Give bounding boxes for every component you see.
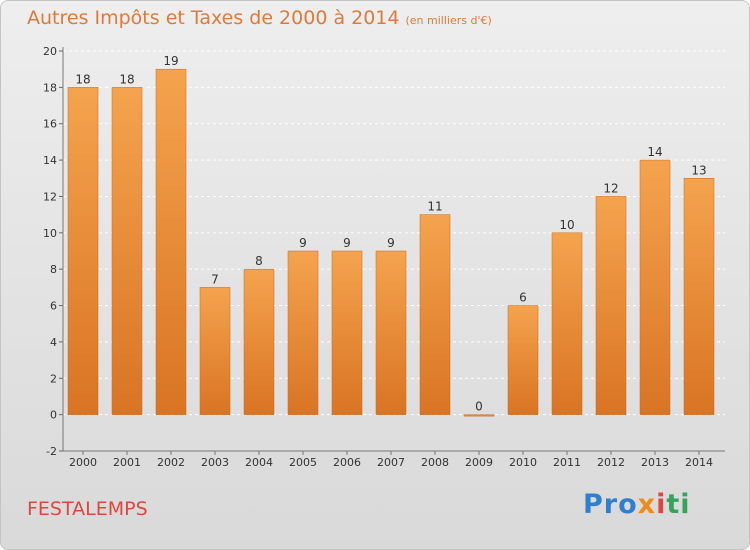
data-label: 10 — [559, 218, 574, 232]
x-tick-label: 2002 — [157, 456, 185, 469]
logo-part-2: x — [637, 489, 657, 520]
bar-2003 — [199, 287, 231, 415]
x-tick-label: 2010 — [509, 456, 537, 469]
y-tick-label: 14 — [43, 154, 57, 167]
x-tick-label: 2006 — [333, 456, 361, 469]
bar-2009 — [463, 414, 495, 417]
y-tick-label: 6 — [50, 300, 57, 313]
y-tick-label: 0 — [50, 409, 57, 422]
bar-2001 — [111, 87, 143, 415]
x-tick-label: 2012 — [597, 456, 625, 469]
data-label: 11 — [427, 200, 442, 214]
bar-2007 — [375, 250, 407, 415]
logo-part-1: Pro — [583, 489, 638, 520]
x-tick-label: 2008 — [421, 456, 449, 469]
bar-2006 — [331, 250, 363, 415]
bar-2004 — [243, 268, 275, 415]
x-tick-label: 2005 — [289, 456, 317, 469]
y-tick-label: 18 — [43, 81, 57, 94]
commune-name: FESTALEMPS — [27, 498, 148, 520]
y-tick-label: 10 — [43, 227, 57, 240]
data-label: 7 — [211, 272, 219, 286]
y-tick-label: 20 — [43, 45, 57, 58]
data-label: 18 — [119, 72, 134, 86]
x-tick-label: 2003 — [201, 456, 229, 469]
data-label: 13 — [691, 163, 706, 177]
x-tick-label: 2007 — [377, 456, 405, 469]
chart-title-main: Autres Impôts et Taxes de 2000 à 2014 — [27, 7, 400, 29]
data-label: 14 — [647, 145, 662, 159]
x-tick-label: 2001 — [113, 456, 141, 469]
y-tick-label: -2 — [46, 445, 57, 458]
data-label: 12 — [603, 181, 618, 195]
data-label: 19 — [163, 54, 178, 68]
data-label: 8 — [255, 254, 263, 268]
bar-2000 — [67, 87, 99, 415]
data-label: 18 — [75, 72, 90, 86]
x-tick-label: 2004 — [245, 456, 273, 469]
bar-2005 — [287, 250, 319, 415]
x-tick-label: 2014 — [685, 456, 713, 469]
bar-2008 — [419, 214, 451, 415]
data-label: 6 — [519, 291, 527, 305]
bar-2013 — [639, 159, 671, 415]
x-tick-label: 2013 — [641, 456, 669, 469]
data-label: 9 — [299, 236, 307, 250]
x-tick-label: 2011 — [553, 456, 581, 469]
y-tick-label: 12 — [43, 190, 57, 203]
y-tick-label: 4 — [50, 336, 57, 349]
chart-subtitle: (en milliers d'€) — [405, 14, 492, 27]
bar-2014 — [683, 178, 715, 415]
logo-part-4: ti — [666, 489, 691, 520]
y-tick-label: 8 — [50, 263, 57, 276]
proxiti-logo[interactable]: Proxiti — [583, 489, 691, 520]
x-tick-label: 2009 — [465, 456, 493, 469]
data-label: 9 — [387, 236, 395, 250]
bar-2011 — [551, 232, 583, 415]
logo-part-3: i — [656, 489, 667, 520]
data-label: 0 — [475, 400, 483, 414]
bar-2012 — [595, 196, 627, 415]
data-label: 9 — [343, 236, 351, 250]
chart-title: Autres Impôts et Taxes de 2000 à 2014 (en… — [27, 7, 492, 29]
bar-2010 — [507, 305, 539, 415]
y-tick-label: 16 — [43, 118, 57, 131]
x-tick-label: 2000 — [69, 456, 97, 469]
bar-2002 — [155, 68, 187, 415]
y-tick-label: 2 — [50, 372, 57, 385]
